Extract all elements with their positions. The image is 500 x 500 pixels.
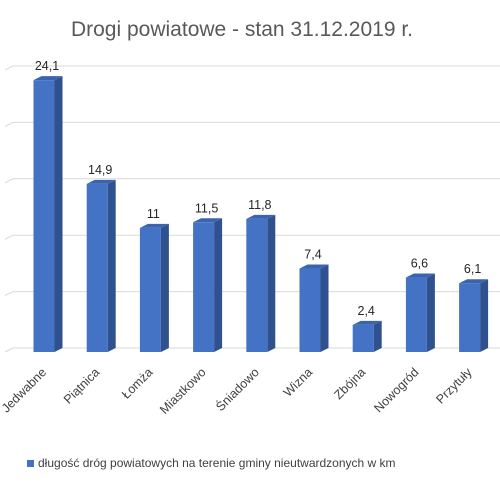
x-tick-label: Jedwabne <box>0 365 49 415</box>
bar-front <box>405 277 427 352</box>
bar-top <box>139 223 169 228</box>
bar-side <box>320 264 329 352</box>
gridline-diag <box>4 347 14 353</box>
x-axis-tick-labels: Jedwabne Piątnica Łomża Miastkowo Śniadowo Wi… <box>0 364 475 416</box>
bar-1 <box>33 76 63 352</box>
bar-side <box>480 279 489 352</box>
bar-side <box>214 218 223 352</box>
bar-7 <box>352 320 382 352</box>
data-label: 6,1 <box>464 262 481 276</box>
x-tick-label: Przytuły <box>433 365 475 407</box>
data-label: 11,5 <box>195 201 218 215</box>
bar-3 <box>139 223 169 352</box>
bar-front <box>299 268 321 352</box>
data-label: 6,6 <box>411 257 428 271</box>
data-labels: 24,1 14,9 11 11,5 11,8 7,4 2,4 6,6 6,1 <box>35 59 482 318</box>
bar-side <box>426 273 435 352</box>
bar-side <box>267 214 276 352</box>
gridline-diag <box>4 234 14 240</box>
bar-top <box>193 218 223 223</box>
bars <box>33 76 489 352</box>
bar-top <box>86 179 116 184</box>
bar-front <box>33 80 55 352</box>
bar-front <box>193 222 215 352</box>
bar-top <box>459 279 489 284</box>
x-tick-label: Śniadowo <box>212 364 261 413</box>
bar-front <box>86 183 108 352</box>
x-tick-label: Łomża <box>119 365 155 401</box>
bar-9 <box>459 279 489 352</box>
bar-8 <box>405 273 435 352</box>
legend-label: długość dróg powiatowych na terenie gmin… <box>38 456 396 470</box>
x-tick-label: Zbójna <box>331 365 368 402</box>
bar-4 <box>193 218 223 352</box>
legend: długość dróg powiatowych na terenie gmin… <box>27 456 396 470</box>
bar-side <box>107 179 116 352</box>
legend-swatch <box>27 460 34 467</box>
bar-top <box>352 320 382 325</box>
bar-side <box>373 320 382 352</box>
data-label: 11 <box>147 207 160 221</box>
bar-5 <box>246 214 276 352</box>
data-label: 14,9 <box>88 163 112 177</box>
bar-front <box>139 227 161 352</box>
bar-6 <box>299 264 329 352</box>
x-tick-label: Nowogród <box>371 365 421 415</box>
bar-side <box>160 223 169 352</box>
x-tick-label: Piątnica <box>61 365 102 406</box>
bar-2 <box>86 179 116 352</box>
bar-front <box>459 283 481 352</box>
chart-title: Drogi powiatowe - stan 31.12.2019 r. <box>71 18 413 41</box>
data-label: 24,1 <box>35 59 59 73</box>
data-label: 11,8 <box>248 198 271 212</box>
bar-front <box>352 324 374 352</box>
gridline-diag <box>4 291 14 297</box>
x-tick-label: Wizna <box>281 365 315 399</box>
bar-front <box>246 218 268 352</box>
x-tick-label: Miastkowo <box>157 365 209 417</box>
bar-top <box>299 264 329 269</box>
bar-top <box>33 76 63 81</box>
bar-side <box>54 76 63 352</box>
gridline-diag <box>4 178 14 184</box>
data-label: 7,4 <box>304 248 321 262</box>
bar-top <box>246 214 276 219</box>
gridline-diag <box>4 65 14 71</box>
data-label: 2,4 <box>358 304 375 318</box>
bar-top <box>405 273 435 278</box>
gridline-diag <box>4 121 14 127</box>
